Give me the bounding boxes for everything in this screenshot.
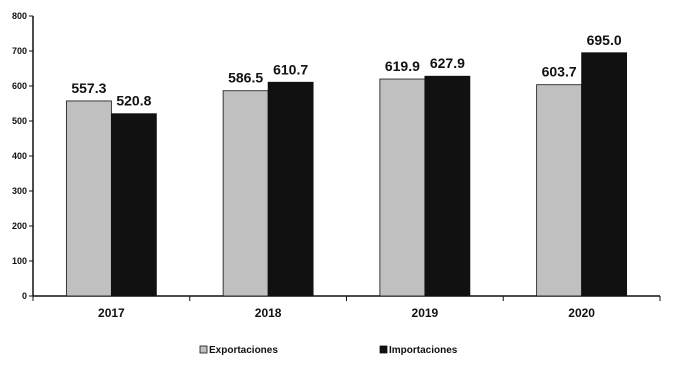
data-label-exportaciones-2018: 586.5 [228,70,263,86]
bar-exportaciones-2018 [222,90,269,297]
y-tick-label: 700 [12,46,27,56]
y-tick-label: 800 [12,11,27,21]
bar-importaciones-2018 [267,81,314,297]
data-label-importaciones-2020: 695.0 [587,32,622,48]
legend-swatch-importaciones [379,345,388,354]
data-label-exportaciones-2017: 557.3 [71,80,106,96]
data-label-exportaciones-2020: 603.7 [542,64,577,80]
bar-exportaciones-2019 [379,78,426,297]
y-tick-label: 600 [12,81,27,91]
bar-importaciones-2017 [110,113,157,297]
y-tick-label: 100 [12,256,27,266]
legend-label-importaciones: Importaciones [389,345,458,356]
legend-label-exportaciones: Exportaciones [209,345,278,356]
data-label-importaciones-2018: 610.7 [273,61,308,77]
y-tick-label: 0 [22,291,27,301]
y-tick-label: 200 [12,221,27,231]
x-category-label: 2018 [255,306,282,320]
bar-importaciones-2019 [424,75,471,297]
data-label-exportaciones-2019: 619.9 [385,58,420,74]
x-category-label: 2020 [568,306,595,320]
y-tick-label: 300 [12,186,27,196]
x-category-label: 2019 [412,306,439,320]
bar-exportaciones-2017 [65,100,112,297]
bar-importaciones-2020 [581,52,628,297]
bar-exportaciones-2020 [536,84,583,297]
y-tick-label: 500 [12,116,27,126]
x-category-label: 2017 [98,306,125,320]
legend-swatch-exportaciones [199,345,208,354]
data-label-importaciones-2019: 627.9 [430,55,465,71]
data-label-importaciones-2017: 520.8 [116,93,151,109]
y-tick-label: 400 [12,151,27,161]
